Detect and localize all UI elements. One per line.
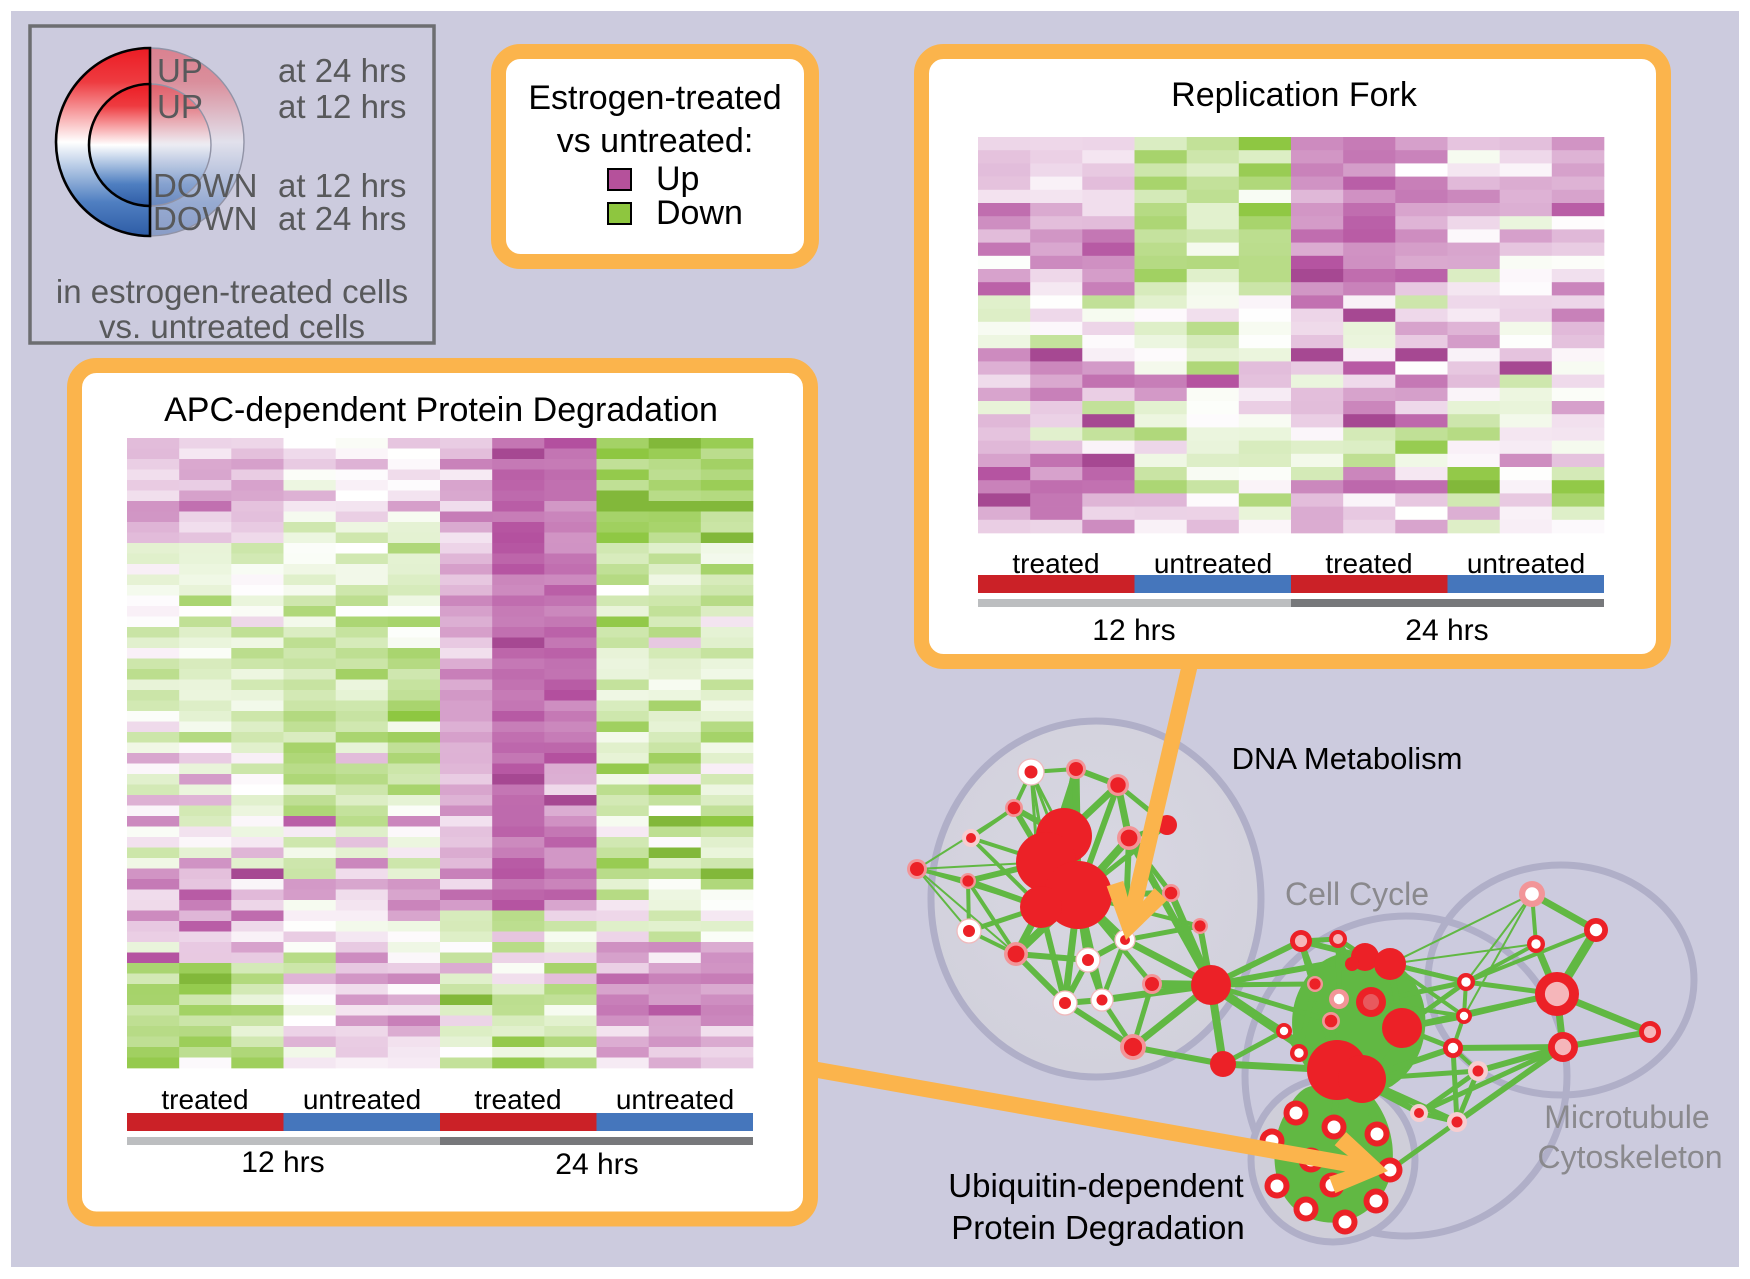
svg-text:at 12 hrs: at 12 hrs: [278, 88, 406, 125]
svg-text:untreated: untreated: [1154, 548, 1272, 579]
svg-text:Microtubule: Microtubule: [1544, 1099, 1709, 1135]
svg-text:Cell Cycle: Cell Cycle: [1285, 876, 1429, 912]
svg-text:DNA Metabolism: DNA Metabolism: [1232, 741, 1463, 776]
svg-text:12 hrs: 12 hrs: [241, 1146, 324, 1179]
svg-text:Estrogen-treated: Estrogen-treated: [528, 79, 781, 117]
svg-text:DOWN: DOWN: [153, 200, 257, 237]
svg-text:treated: treated: [161, 1084, 248, 1115]
svg-text:untreated: untreated: [303, 1084, 421, 1115]
svg-text:at 12 hrs: at 12 hrs: [278, 167, 406, 204]
svg-text:Replication Fork: Replication Fork: [1171, 76, 1418, 114]
svg-text:Ubiquitin-dependent: Ubiquitin-dependent: [948, 1167, 1243, 1204]
svg-text:vs untreated:: vs untreated:: [557, 122, 754, 160]
svg-text:vs. untreated cells: vs. untreated cells: [99, 308, 365, 345]
svg-text:Up: Up: [656, 160, 699, 198]
svg-text:DOWN: DOWN: [153, 167, 257, 204]
svg-text:APC-dependent Protein Degradat: APC-dependent Protein Degradation: [164, 391, 718, 429]
svg-text:untreated: untreated: [1467, 548, 1585, 579]
svg-text:UP: UP: [157, 88, 203, 125]
svg-text:treated: treated: [1325, 548, 1412, 579]
svg-text:24 hrs: 24 hrs: [1405, 614, 1488, 647]
svg-text:treated: treated: [474, 1084, 561, 1115]
svg-text:Cytoskeleton: Cytoskeleton: [1538, 1139, 1723, 1175]
svg-text:in estrogen-treated cells: in estrogen-treated cells: [56, 273, 408, 310]
svg-text:Down: Down: [656, 194, 743, 232]
svg-text:at 24 hrs: at 24 hrs: [278, 52, 406, 89]
svg-text:Protein Degradation: Protein Degradation: [951, 1209, 1245, 1246]
svg-text:12 hrs: 12 hrs: [1092, 614, 1175, 647]
svg-text:treated: treated: [1012, 548, 1099, 579]
svg-text:UP: UP: [157, 52, 203, 89]
svg-text:at 24 hrs: at 24 hrs: [278, 200, 406, 237]
svg-text:untreated: untreated: [616, 1084, 734, 1115]
svg-text:24 hrs: 24 hrs: [555, 1148, 638, 1181]
